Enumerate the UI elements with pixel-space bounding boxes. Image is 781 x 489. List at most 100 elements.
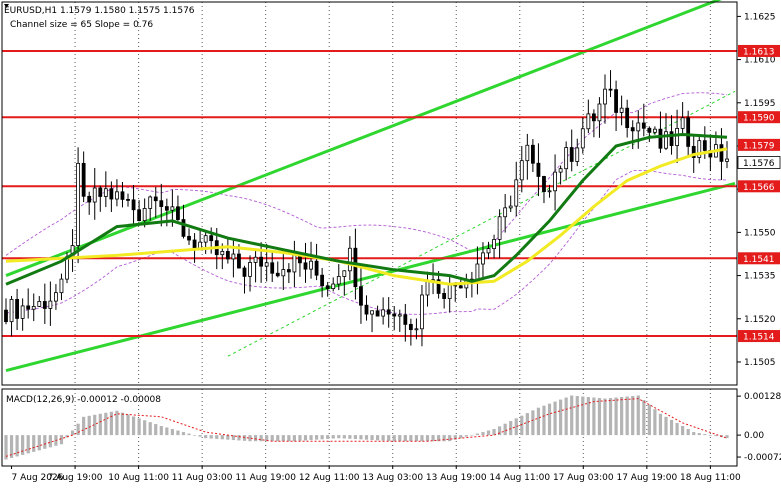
candle — [320, 268, 325, 298]
macd-bar — [486, 430, 491, 436]
candle — [48, 281, 53, 326]
macd-bar — [414, 435, 419, 442]
macd-bar — [509, 421, 513, 436]
macd-bar — [608, 398, 613, 436]
macd-bar — [143, 420, 147, 436]
time-tick-label: 18 Aug 11:00 — [680, 473, 741, 483]
macd-bar — [82, 416, 86, 436]
candle-body — [142, 208, 147, 222]
candle-body — [192, 239, 197, 249]
candle — [614, 80, 618, 132]
macd-bar — [531, 410, 535, 436]
candle-body — [508, 205, 513, 209]
candle-body — [31, 306, 36, 310]
candle-body — [347, 247, 352, 272]
price-tick-label: 1.1550 — [744, 228, 776, 238]
candle — [42, 283, 47, 324]
macd-bar — [353, 435, 358, 440]
candle-body — [614, 89, 618, 113]
macd-bar — [226, 435, 230, 440]
candle-body — [253, 256, 258, 263]
candle-body — [42, 301, 47, 309]
macd-bar — [248, 435, 252, 442]
macd-bar — [592, 397, 596, 436]
candle — [542, 175, 546, 204]
candle-body — [92, 187, 97, 203]
candle-body — [54, 292, 58, 302]
price-tick-label: 1.1610 — [744, 56, 776, 66]
time-tick-label: 12 Aug 11:00 — [299, 473, 360, 483]
candle-body — [131, 199, 136, 211]
candle — [547, 184, 552, 198]
candle-body — [353, 247, 358, 288]
macd-bar — [459, 435, 463, 439]
time-tick-label: 17 Aug 03:00 — [553, 473, 614, 483]
macd-bar — [492, 429, 496, 436]
candle — [653, 126, 657, 135]
candle-body — [320, 274, 325, 287]
candle — [586, 99, 591, 134]
candle-body — [719, 144, 724, 162]
macd-bar — [431, 435, 435, 442]
macd-bar — [176, 430, 180, 436]
candle-body — [691, 146, 696, 158]
candle-body — [181, 219, 186, 237]
macd-bar — [653, 409, 657, 436]
candle-body — [198, 241, 203, 249]
candle-body — [375, 310, 380, 317]
candle-body — [303, 262, 308, 270]
macd-bar — [48, 435, 52, 448]
candle — [109, 181, 114, 212]
candle — [370, 310, 374, 333]
candle-body — [309, 260, 313, 270]
price-tick-label: 1.1535 — [744, 272, 776, 282]
macd-bar — [581, 396, 585, 436]
macd-bar — [647, 404, 651, 436]
candle — [203, 230, 208, 254]
candle-body — [115, 191, 119, 200]
macd-bar — [520, 415, 524, 436]
candle-body — [275, 272, 280, 277]
macd-bar — [409, 435, 413, 442]
macd-bar — [59, 435, 64, 445]
candle-body — [153, 196, 158, 202]
candle — [386, 297, 391, 328]
macd-bar — [664, 416, 668, 436]
ma-green-line — [5, 132, 728, 286]
candle-body — [26, 305, 31, 310]
candle-body — [325, 285, 330, 290]
candle-body — [392, 313, 397, 317]
candle-body — [420, 294, 424, 330]
candle-body — [109, 188, 114, 200]
candle-body — [397, 314, 402, 317]
candle-body — [658, 128, 663, 149]
candle-body — [248, 262, 252, 277]
symbol-header: EURUSD,H1 1.1579 1.1580 1.1575 1.1576 — [4, 6, 195, 16]
candle — [725, 141, 729, 169]
candle — [275, 261, 280, 278]
macd-bar — [204, 435, 208, 439]
candle — [481, 242, 485, 281]
candle-body — [281, 269, 286, 277]
candles — [4, 70, 729, 347]
macd-bar — [253, 435, 258, 442]
candle-body — [164, 206, 169, 211]
price-tick-label: 1.1595 — [744, 99, 776, 109]
candle — [286, 263, 291, 284]
candle-body — [120, 191, 125, 200]
level-tag — [738, 180, 780, 193]
macd-bar — [620, 397, 624, 436]
candle — [408, 318, 413, 346]
macd-bar — [642, 400, 646, 436]
candle-body — [503, 207, 508, 218]
macd-bar — [359, 435, 363, 440]
macd-bar — [503, 423, 507, 436]
candle — [442, 288, 447, 309]
candle — [187, 228, 191, 245]
macd-bar — [697, 433, 701, 436]
candle-body — [37, 301, 42, 307]
candle — [636, 110, 641, 149]
candle — [92, 167, 97, 220]
macd-bar — [370, 435, 374, 440]
macd-label: MACD(12,26,9) -0.00012 -0.00008 — [6, 395, 161, 405]
